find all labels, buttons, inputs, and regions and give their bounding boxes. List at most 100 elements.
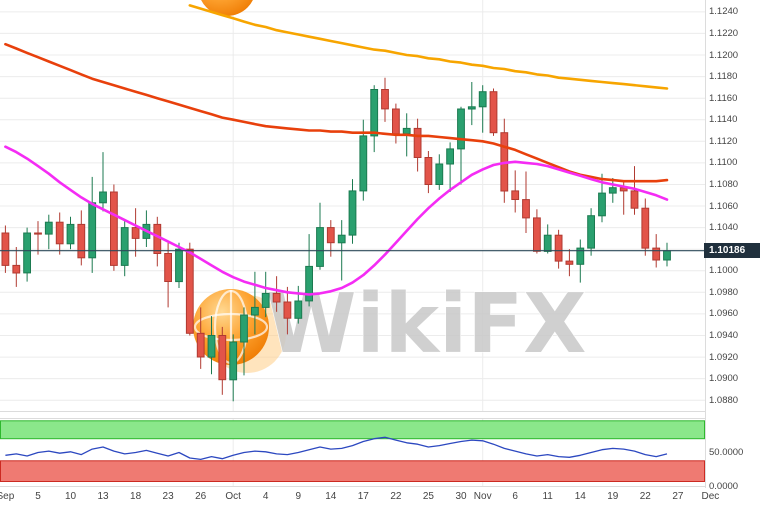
candle-down[interactable] — [77, 223, 86, 259]
price-axis-tick: 1.1120 — [709, 135, 738, 147]
candle-up[interactable] — [316, 227, 324, 267]
ma-line-medium-red — [4, 42, 669, 183]
price-axis-tick: 1.1100 — [709, 157, 738, 169]
candle-up[interactable] — [294, 300, 303, 319]
price-axis-tick: 1.1060 — [709, 200, 739, 212]
candle-up[interactable] — [175, 248, 183, 283]
candle-up[interactable] — [261, 292, 270, 308]
candle-down[interactable] — [1, 232, 10, 266]
candle-up[interactable] — [44, 221, 53, 235]
candle-up[interactable] — [467, 106, 476, 110]
time-axis-label: 25 — [422, 491, 434, 502]
last-price-value: 1.10186 — [709, 245, 746, 257]
candle-up[interactable] — [99, 191, 107, 204]
candle-up[interactable] — [663, 250, 671, 261]
candle-down[interactable] — [641, 207, 650, 249]
candle-down[interactable] — [630, 190, 639, 209]
candle-up[interactable] — [359, 135, 368, 192]
candle-down[interactable] — [326, 227, 335, 244]
time-axis-label: 11 — [542, 491, 553, 502]
price-axis-tick: 1.1220 — [709, 27, 739, 39]
price-axis-tick: 1.1200 — [709, 49, 739, 61]
candle-down[interactable] — [424, 157, 433, 185]
time-axis-label: 23 — [162, 491, 174, 502]
time-axis-label: 14 — [325, 491, 337, 502]
candle-down[interactable] — [533, 217, 541, 252]
candle-down[interactable] — [565, 260, 574, 265]
oscillator-band — [0, 420, 705, 440]
candle-up[interactable] — [598, 192, 606, 217]
candle-up[interactable] — [337, 234, 346, 244]
candle-up[interactable] — [587, 215, 596, 249]
candle-down[interactable] — [554, 234, 563, 262]
candle-up[interactable] — [348, 190, 357, 236]
candle-down[interactable] — [185, 248, 194, 334]
ma-line-slow-orange — [188, 4, 669, 90]
candle-up[interactable] — [23, 232, 32, 274]
candle-down[interactable] — [652, 247, 661, 261]
candle-up[interactable] — [120, 227, 129, 266]
time-axis-label: 6 — [512, 491, 518, 502]
candle-up[interactable] — [435, 163, 444, 185]
candle-up[interactable] — [305, 265, 314, 302]
candle-down[interactable] — [272, 292, 281, 303]
time-axis-label: 9 — [295, 491, 302, 502]
price-axis-tick: 1.1080 — [709, 179, 739, 190]
oscillator-axis-tick: 0.0000 — [709, 481, 739, 492]
candle-up[interactable] — [446, 148, 455, 165]
candle-up[interactable] — [402, 127, 411, 135]
candle-up[interactable] — [88, 202, 97, 259]
candle-down[interactable] — [110, 191, 118, 266]
candle-down[interactable] — [153, 223, 162, 254]
candle-up[interactable] — [251, 306, 259, 316]
candle-down[interactable] — [522, 199, 530, 219]
time-axis-label: 26 — [195, 491, 207, 502]
time-axis-label: 4 — [262, 491, 269, 502]
price-axis-tick: 1.1040 — [709, 222, 739, 234]
oscillator-line — [5, 436, 668, 461]
candle-down[interactable] — [413, 127, 422, 158]
oscillator-band — [0, 460, 705, 482]
time-axis-label: 27 — [672, 491, 684, 502]
candle-down[interactable] — [34, 232, 42, 235]
ma-line-fast-magenta — [4, 145, 669, 296]
candle-down[interactable] — [196, 332, 205, 358]
time-axis-label: 14 — [574, 491, 586, 502]
candle-up[interactable] — [457, 108, 465, 150]
candle-down[interactable] — [12, 264, 21, 274]
candle-down[interactable] — [489, 91, 498, 134]
oscillator-panel[interactable] — [0, 418, 705, 487]
candle-up[interactable] — [478, 91, 487, 108]
candle-down[interactable] — [511, 190, 520, 200]
candle-up[interactable] — [370, 89, 379, 137]
price-chart-svg[interactable]: WikiFX — [0, 0, 705, 412]
candle-down[interactable] — [392, 108, 400, 135]
watermark-text: WikiFX — [266, 277, 586, 372]
candle-down[interactable] — [218, 335, 227, 381]
candle-up[interactable] — [229, 341, 238, 381]
candle-up[interactable] — [66, 223, 75, 245]
oscillator-axis-tick: 50.0000 — [709, 446, 744, 458]
candle-up[interactable] — [576, 247, 585, 265]
candle-up[interactable] — [543, 234, 552, 252]
last-price-tag: 1.10186 — [704, 243, 760, 259]
time-axis-label: 18 — [130, 491, 142, 502]
time-axis-label: Oct — [225, 491, 241, 502]
candle-down[interactable] — [283, 301, 292, 319]
price-axis-tick: 1.0980 — [709, 286, 739, 298]
candle-up[interactable] — [608, 187, 617, 194]
candle-down[interactable] — [55, 221, 64, 245]
time-axis-label: Dec — [701, 491, 720, 502]
price-chart-panel[interactable]: WikiFX — [0, 0, 705, 412]
price-axis-tick: 1.1140 — [709, 114, 738, 126]
candle-down[interactable] — [131, 227, 140, 239]
candle-down[interactable] — [164, 253, 172, 282]
time-axis-label: 17 — [357, 491, 369, 502]
candle-up[interactable] — [207, 335, 216, 358]
time-axis-label: 22 — [639, 491, 651, 502]
price-axis-tick: 1.1000 — [709, 265, 739, 277]
candle-up[interactable] — [240, 314, 248, 343]
candle-down[interactable] — [381, 89, 389, 110]
oscillator-svg[interactable] — [0, 418, 705, 487]
